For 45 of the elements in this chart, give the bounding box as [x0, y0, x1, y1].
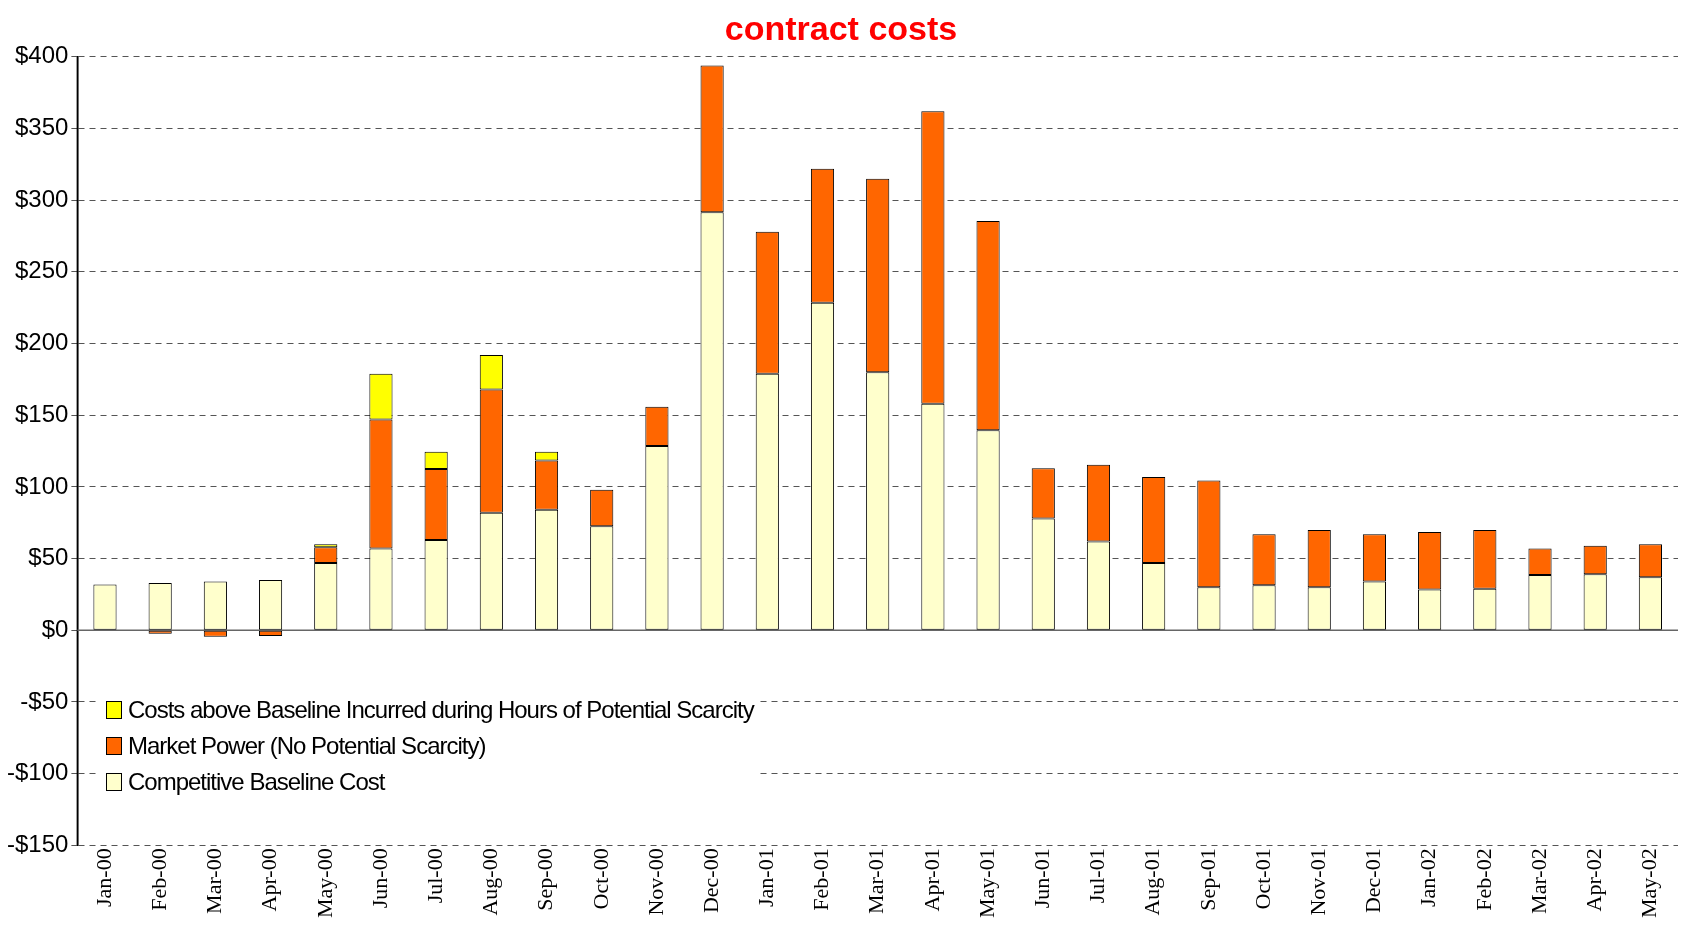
x-tick-label: Oct-00: [587, 848, 613, 910]
x-tick-label: Nov-00: [642, 848, 668, 916]
x-tick-label: May-01: [973, 848, 999, 918]
x-tick-label: Jul-00: [421, 848, 447, 904]
x-tick-label: Feb-00: [145, 848, 171, 911]
y-tick-label: $250: [14, 256, 69, 284]
x-tick-label: Jan-00: [90, 848, 116, 907]
x-tick-label: Feb-01: [808, 848, 834, 911]
x-tick-label: Apr-02: [1580, 848, 1606, 912]
y-tick-label: -$100: [6, 758, 69, 786]
legend-label: Market Power (No Potential Scarcity): [128, 732, 486, 760]
x-tick-label: Aug-00: [477, 848, 503, 916]
y-tick-label: -$150: [6, 829, 69, 857]
x-tick-label: Apr-00: [256, 848, 282, 912]
chart-title: contract costs: [724, 8, 958, 47]
x-tick-label: Jun-01: [1029, 848, 1055, 909]
x-tick-label: Jan-01: [753, 848, 779, 907]
x-tick-label: Dec-01: [1360, 848, 1386, 914]
x-tick-label: Sep-00: [532, 848, 558, 911]
x-tick-label: Aug-01: [1139, 848, 1165, 916]
x-tick-label: Mar-02: [1525, 848, 1551, 914]
x-tick-label: Jun-00: [366, 848, 392, 909]
legend-label: Costs above Baseline Incurred during Hours of Potential Scarcity: [128, 696, 754, 724]
y-tick-label: $200: [14, 328, 69, 356]
y-tick-label: -$50: [20, 686, 69, 714]
x-tick-label: Jul-01: [1084, 848, 1110, 904]
y-tick-label: $0: [41, 614, 69, 642]
x-tick-label: Sep-01: [1194, 848, 1220, 911]
x-tick-label: May-00: [311, 848, 337, 918]
x-tick-label: Mar-01: [863, 848, 889, 914]
legend-label: Competitive Baseline Cost: [128, 768, 385, 796]
x-tick-label: Nov-01: [1305, 848, 1331, 916]
y-tick-label: $350: [14, 113, 69, 141]
x-tick-label: Apr-01: [918, 848, 944, 912]
x-tick-label: May-02: [1636, 848, 1662, 918]
x-tick-label: Jan-02: [1415, 848, 1441, 907]
y-tick-label: $50: [28, 543, 69, 571]
y-tick-label: $400: [14, 41, 69, 69]
y-tick-label: $150: [14, 399, 69, 427]
y-tick-label: $100: [14, 471, 69, 499]
y-tick-label: $300: [14, 184, 69, 212]
x-tick-label: Dec-00: [697, 848, 723, 914]
x-tick-label: Oct-01: [1249, 848, 1275, 910]
x-tick-label: Mar-00: [201, 848, 227, 914]
x-tick-label: Feb-02: [1470, 848, 1496, 911]
